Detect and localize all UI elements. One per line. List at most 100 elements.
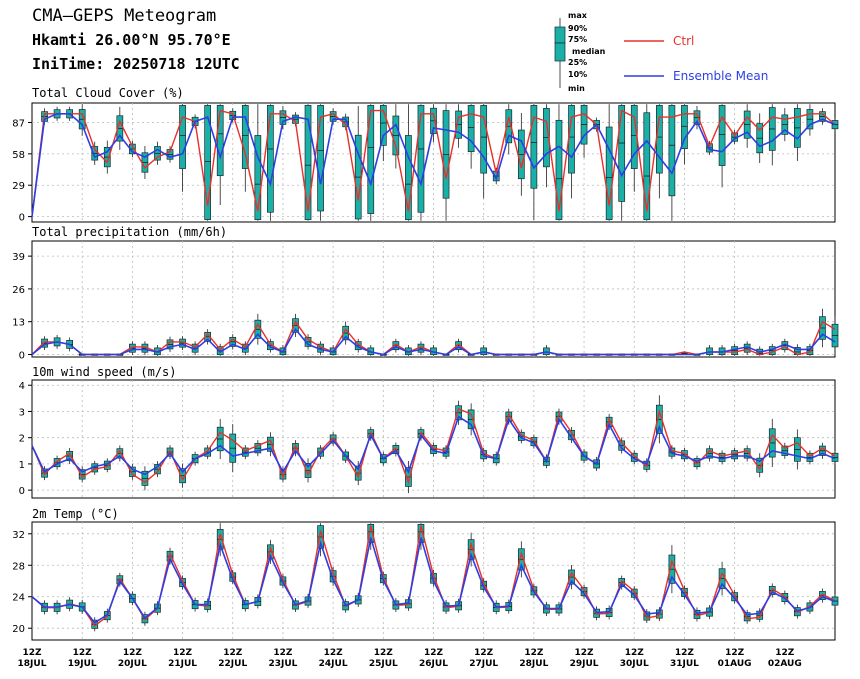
x-tick-label-time: 12Z	[123, 648, 143, 658]
x-tick-label-time: 12Z	[575, 648, 595, 658]
legend-box-label: 25%	[568, 58, 587, 67]
box	[480, 105, 488, 174]
box	[216, 105, 224, 177]
x-tick-label-time: 12Z	[625, 648, 645, 658]
x-tick-label-date: 30JUL	[620, 659, 649, 669]
y-tick-label: 4	[19, 381, 25, 392]
x-tick-label-time: 12Z	[223, 648, 243, 658]
x-tick-label-date: 01AUG	[718, 659, 752, 669]
x-tick-label-time: 12Z	[424, 648, 444, 658]
box	[618, 105, 626, 202]
x-tick-label-date: 21JUL	[168, 659, 197, 669]
legend-box-upper	[554, 26, 566, 44]
y-tick-label: 87	[12, 118, 25, 129]
x-tick-label-date: 22JUL	[218, 659, 247, 669]
box	[367, 524, 375, 543]
y-tick-label: 58	[12, 150, 25, 161]
y-tick-label: 2	[19, 434, 25, 445]
x-tick-label-time: 12Z	[675, 648, 695, 658]
y-tick-label: 3	[19, 407, 25, 418]
x-tick-label-time: 12Z	[22, 648, 42, 658]
x-tick-label-date: 23JUL	[268, 659, 297, 669]
x-tick-label-time: 12Z	[725, 648, 745, 658]
legend-mean-label: Ensemble Mean	[673, 69, 768, 83]
init-time-label: IniTime: 20250718 12UTC	[32, 55, 240, 73]
x-tick-label-time: 12Z	[524, 648, 544, 658]
x-tick-label-date: 29JUL	[570, 659, 599, 669]
panel-temp: 2m Temp (°C) 20 24 28 32	[12, 507, 839, 641]
legend-box-label: 75%	[568, 35, 587, 44]
x-tick-label-date: 28JUL	[519, 659, 548, 669]
mean-series-line	[31, 415, 836, 476]
box	[417, 524, 425, 543]
x-tick-label-date: 27JUL	[469, 659, 498, 669]
x-tick-label-time: 12Z	[374, 648, 394, 658]
panel-precip: Total precipitation (mm/6h) 0 13 26 39	[12, 225, 839, 361]
x-tick-label-date: 19JUL	[68, 659, 97, 669]
box	[467, 105, 475, 153]
legend-box-label: median	[572, 47, 606, 56]
x-tick-label-date: 31JUL	[670, 659, 699, 669]
panel-title: 2m Temp (°C)	[32, 507, 119, 521]
box	[317, 105, 324, 212]
panel-cloud: Total Cloud Cover (%) 0 29 58 87	[12, 86, 839, 224]
box	[254, 135, 262, 220]
y-tick-label: 28	[12, 561, 25, 572]
panel-title: 10m wind speed (m/s)	[32, 365, 177, 379]
x-tick-label-date: 26JUL	[419, 659, 448, 669]
x-tick-label-date: 20JUL	[118, 659, 147, 669]
box	[179, 105, 186, 169]
box	[241, 105, 249, 169]
box	[367, 105, 375, 214]
y-tick-label: 24	[12, 593, 25, 604]
box	[568, 105, 575, 174]
y-tick-label: 29	[12, 181, 25, 192]
legend-ctrl-label: Ctrl	[673, 34, 694, 48]
mean-series-line	[31, 113, 836, 217]
y-tick-label: 0	[19, 486, 25, 497]
panel-title: Total precipitation (mm/6h)	[32, 225, 227, 239]
y-tick-label: 1	[19, 460, 25, 471]
box	[555, 119, 563, 220]
panel-title: Total Cloud Cover (%)	[32, 86, 184, 100]
box	[718, 105, 726, 166]
x-tick-label-date: 25JUL	[369, 659, 398, 669]
legend-box-label: max	[568, 11, 588, 20]
legend: max 90% 75% median 25% 10% min Ctrl Ensemble Mea…	[554, 11, 768, 93]
x-tick-label-time: 12Z	[775, 648, 795, 658]
box	[304, 105, 312, 220]
box	[655, 105, 663, 174]
box	[530, 105, 538, 189]
x-tick-label-time: 12Z	[173, 648, 193, 658]
box	[605, 126, 613, 220]
y-tick-label: 39	[12, 252, 25, 263]
x-tick-label-date: 02AUG	[768, 659, 802, 669]
x-tick-label-time: 12Z	[73, 648, 93, 658]
ctrl-series-line	[31, 109, 836, 217]
box	[643, 112, 651, 220]
ctrl-series-line	[31, 525, 836, 627]
box	[417, 105, 425, 213]
box	[267, 105, 274, 213]
x-tick-label-time: 12Z	[324, 648, 344, 658]
legend-box-label: 90%	[568, 24, 587, 33]
y-tick-label: 0	[19, 213, 25, 224]
x-tick-label-date: 24JUL	[319, 659, 348, 669]
box	[204, 105, 212, 220]
y-tick-label: 26	[12, 285, 25, 296]
legend-box-label: 10%	[568, 70, 587, 79]
x-tick-label-time: 12Z	[273, 648, 293, 658]
box	[379, 105, 387, 146]
location-label: Hkamti 26.00°N 95.70°E	[32, 31, 231, 49]
box	[668, 105, 676, 197]
panel-frame	[31, 240, 836, 358]
mean-series-line	[31, 537, 836, 624]
y-tick-label: 13	[12, 318, 25, 329]
legend-box-lower	[554, 42, 566, 62]
x-tick-label-time: 12Z	[474, 648, 494, 658]
panel-wind: 10m wind speed (m/s) 0 1 2 3 4	[19, 365, 839, 499]
box	[405, 135, 412, 220]
box	[681, 105, 688, 150]
y-tick-label: 0	[19, 350, 25, 361]
